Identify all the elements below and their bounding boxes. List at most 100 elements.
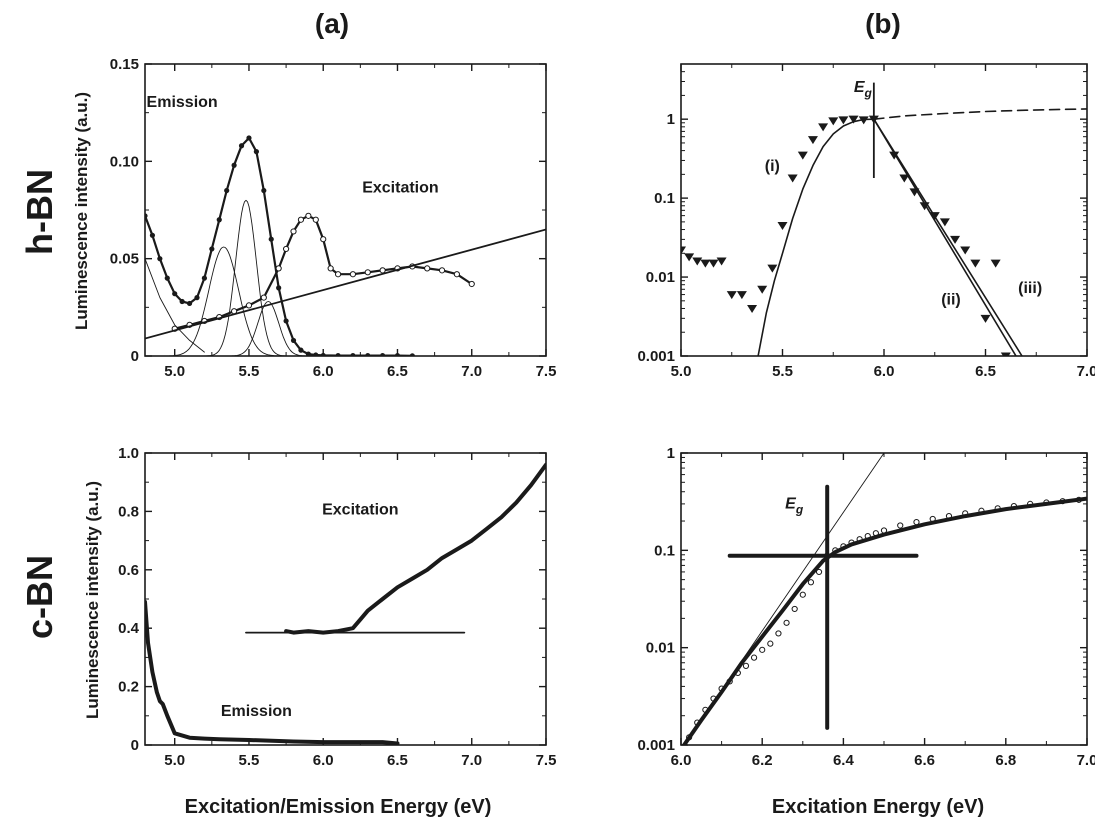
data-point-emission (365, 353, 371, 356)
data-point-emission (380, 353, 386, 356)
panel-cbn_a: 5.0 5.5 6.0 6.5 7.0 7.5 0 0.2 0.4 0.6 0.8 1.0 Excita… (118, 445, 556, 769)
x-tick-label: 6.5 (387, 363, 408, 380)
data-point-emission (186, 300, 193, 307)
x-tick-label: 6.0 (874, 363, 895, 380)
data-point-emission (157, 256, 163, 262)
x-axis-label-right: Excitation Energy (eV) (772, 796, 984, 818)
x-tick-label: 7.5 (536, 752, 557, 769)
series-line-iii (873, 118, 1023, 356)
y-tick-label: 0.1 (654, 190, 675, 207)
data-point-excitation (364, 269, 371, 276)
x-tick-label: 6.5 (387, 752, 408, 769)
x-tick-label: 5.0 (164, 363, 185, 380)
x-tick-label: 6.0 (313, 752, 334, 769)
data-point-data (939, 218, 950, 227)
data-point-emission (179, 298, 185, 305)
data-point-data (742, 662, 750, 669)
plot-frame (144, 452, 547, 746)
annotation-label: Excitation (322, 501, 398, 518)
data-point-data (750, 654, 758, 661)
eg-label-subscript: g (864, 86, 873, 100)
annotation-label: (i) (765, 158, 780, 175)
data-point-excitation (282, 245, 290, 253)
series-line-baseline (145, 228, 546, 340)
data-point-data (787, 174, 798, 183)
plot-content (681, 108, 1087, 356)
data-point-data (990, 259, 1001, 268)
series-line-emission-tail (145, 258, 205, 353)
data-point-data (783, 619, 790, 626)
x-axis-label-left: Excitation/Emission Energy (eV) (185, 796, 492, 818)
y-axis-label-top: Luminescence intensity (a.u.) (72, 92, 91, 330)
data-point-data (807, 579, 815, 586)
data-point-data (708, 259, 719, 268)
data-point-emission (283, 318, 289, 324)
eg-label-main: E (854, 79, 866, 96)
data-point-data (791, 605, 798, 613)
data-point-emission (246, 135, 252, 141)
data-point-excitation (290, 228, 297, 235)
data-point-emission (224, 187, 230, 194)
data-point-data (767, 264, 778, 273)
x-tick-label: 5.0 (671, 363, 692, 380)
plot-content (145, 462, 546, 745)
data-point-data (897, 522, 904, 529)
y-tick-label: 1 (667, 111, 675, 128)
y-axis-label-bottom: Luminescence intensity (a.u.) (83, 481, 102, 719)
x-tick-label: 6.5 (975, 363, 996, 380)
y-tick-label: 0.4 (118, 620, 140, 637)
y-tick-label: 1 (667, 445, 675, 462)
data-point-emission (305, 351, 311, 356)
series-line-gaussian-1 (145, 246, 384, 356)
data-point-data (747, 304, 758, 313)
x-tick-label: 7.0 (461, 363, 482, 380)
y-tick-label: 0.01 (646, 640, 675, 657)
data-point-data (757, 285, 768, 294)
data-point-excitation (327, 265, 334, 272)
y-tick-label: 0.8 (118, 503, 139, 520)
data-point-excitation (312, 216, 319, 223)
data-point-excitation (260, 294, 267, 301)
data-point-data (797, 151, 808, 160)
annotation-label: Emission (147, 94, 218, 111)
data-point-excitation (379, 267, 386, 274)
data-point-emission (231, 162, 237, 168)
annotation-label: (iii) (1018, 280, 1042, 297)
plot-frame (680, 63, 1088, 357)
series-line-fit-rising (757, 118, 875, 356)
data-point-emission (164, 275, 170, 281)
x-tick-label: 6.0 (671, 752, 692, 769)
data-point-data (799, 591, 806, 598)
data-point-data (759, 646, 766, 653)
data-point-emission (320, 352, 326, 356)
x-tick-label: 5.5 (239, 363, 260, 380)
data-point-data (980, 314, 991, 323)
y-tick-label: 0.05 (110, 251, 139, 268)
annotation-label: Excitation (362, 179, 438, 196)
data-point-excitation (468, 280, 475, 288)
data-point-excitation (275, 265, 282, 272)
data-point-emission (216, 217, 222, 223)
data-point-excitation (453, 271, 460, 278)
data-point-data (960, 246, 971, 255)
annotation-label: Emission (221, 703, 292, 720)
y-tick-label: 0 (131, 737, 139, 754)
panel-cbn_b: 6.0 6.2 6.4 6.6 6.8 7.0 0.001 0.01 0.1 1 Eg (637, 445, 1095, 769)
data-point-data (692, 257, 703, 266)
y-tick-label: 0.2 (118, 679, 139, 696)
eg-label-subscript: g (795, 502, 804, 516)
data-point-emission (209, 246, 215, 252)
data-point-data (681, 246, 686, 255)
x-tick-label: 5.0 (164, 752, 185, 769)
data-point-emission (149, 232, 156, 238)
data-point-data (684, 253, 695, 262)
data-point-emission (298, 347, 304, 353)
data-point-data (970, 259, 981, 268)
data-point-emission (261, 187, 267, 194)
row-label-hbn: h-BN (19, 169, 60, 255)
x-tick-label: 7.0 (461, 752, 482, 769)
data-point-excitation (334, 271, 342, 278)
data-point-data (889, 151, 900, 160)
eg-label: Eg (785, 495, 804, 516)
